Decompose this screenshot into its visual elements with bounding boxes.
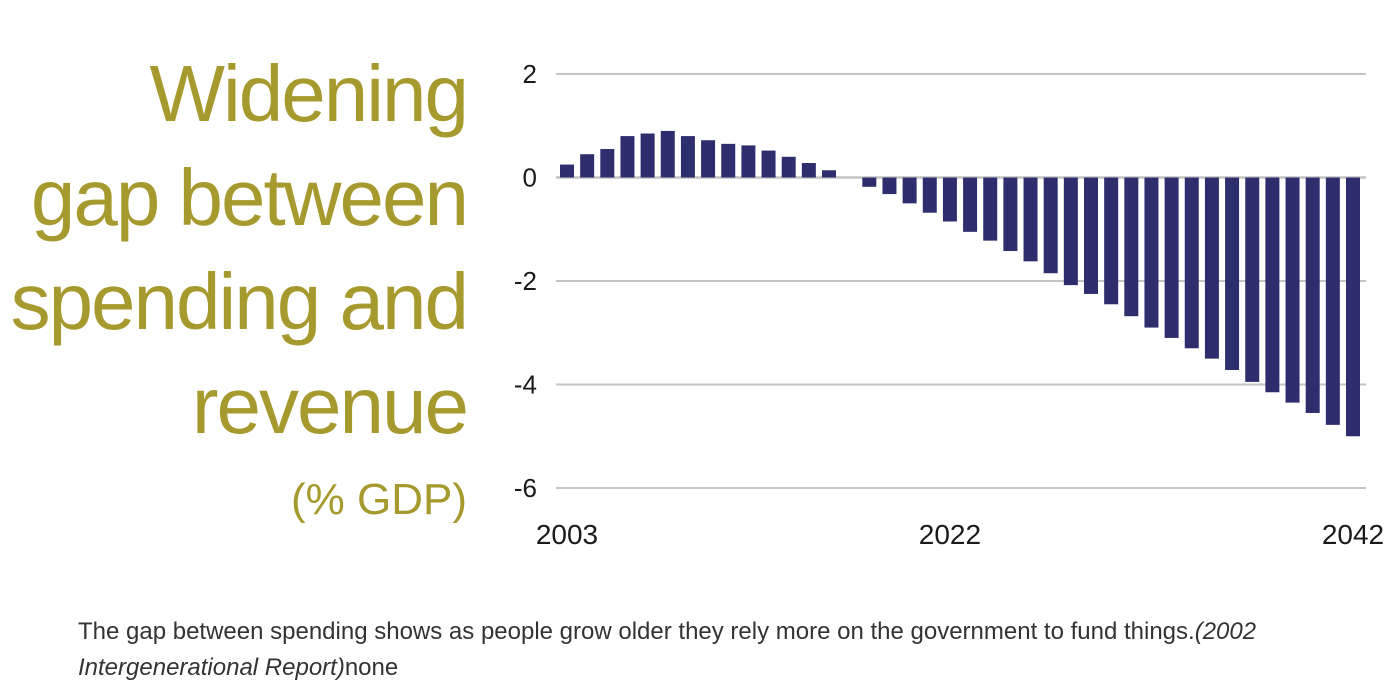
bar-2018 [862, 177, 877, 187]
chart-title-line: spending and [10, 257, 469, 346]
bar-2014 [781, 156, 796, 178]
gap-bar-chart: 2 0 -2 -4 -6 2003 2022 2042 [514, 59, 1384, 550]
bar-2035 [1204, 177, 1219, 359]
bar-2033 [1164, 177, 1179, 338]
bar-2016 [822, 170, 836, 178]
bar-2030 [1104, 177, 1119, 305]
bar-2031 [1124, 177, 1139, 317]
y-tick-label: -6 [514, 473, 537, 503]
y-tick-labels: 2 0 -2 -4 -6 [514, 59, 537, 503]
chart-title-line: revenue [191, 361, 469, 450]
bar-2026 [1023, 177, 1038, 262]
y-tick-label: 0 [523, 163, 537, 193]
bar-2008 [660, 130, 675, 178]
y-tick-label: 2 [523, 59, 537, 89]
bar-2027 [1043, 177, 1058, 274]
bar-2015 [801, 163, 816, 178]
bar-2005 [600, 149, 615, 178]
bar-2032 [1144, 177, 1159, 328]
bar-2036 [1225, 177, 1240, 371]
bars [560, 130, 1360, 437]
figure-caption: The gap between spending shows as people… [78, 614, 1278, 686]
bar-2023 [963, 177, 978, 232]
chart-title: Widening gap between spending and revenu… [0, 42, 469, 458]
bar-2003 [560, 164, 574, 178]
x-tick-label: 2003 [536, 519, 598, 550]
grid-lines [556, 73, 1366, 489]
bar-2028 [1063, 177, 1078, 286]
bar-2029 [1084, 177, 1098, 294]
bar-2012 [741, 145, 756, 178]
bar-2013 [761, 150, 776, 178]
caption-text: The gap between spending shows as people… [78, 618, 1195, 645]
bar-2022 [942, 177, 957, 222]
bar-2037 [1245, 177, 1260, 382]
chart-unit-label: (% GDP) [291, 475, 467, 524]
bar-2021 [922, 177, 937, 213]
bar-2039 [1285, 177, 1300, 403]
bar-2041 [1325, 177, 1340, 425]
bar-2006 [620, 136, 635, 178]
bar-2024 [983, 177, 998, 241]
x-tick-label: 2042 [1322, 519, 1384, 550]
bar-2042 [1346, 177, 1360, 437]
bar-2025 [1003, 177, 1018, 251]
y-tick-label: -2 [514, 266, 537, 296]
bar-2040 [1305, 177, 1320, 413]
chart-title-line: Widening [149, 49, 469, 138]
bar-2019 [882, 177, 897, 195]
y-tick-label: -4 [514, 370, 537, 400]
x-tick-label: 2022 [919, 519, 981, 550]
bar-2038 [1265, 177, 1280, 393]
bar-2020 [902, 177, 917, 204]
bar-2010 [701, 140, 716, 178]
x-tick-labels: 2003 2022 2042 [536, 519, 1384, 550]
bar-2007 [640, 133, 655, 178]
bar-2011 [721, 143, 736, 178]
bar-2009 [680, 136, 695, 178]
bar-2004 [580, 154, 595, 178]
caption-suffix: none [344, 654, 399, 681]
bar-2034 [1184, 177, 1199, 349]
caption-source: (2002 Intergenerational Report) [78, 618, 1257, 681]
chart-title-line: gap between [30, 153, 469, 242]
